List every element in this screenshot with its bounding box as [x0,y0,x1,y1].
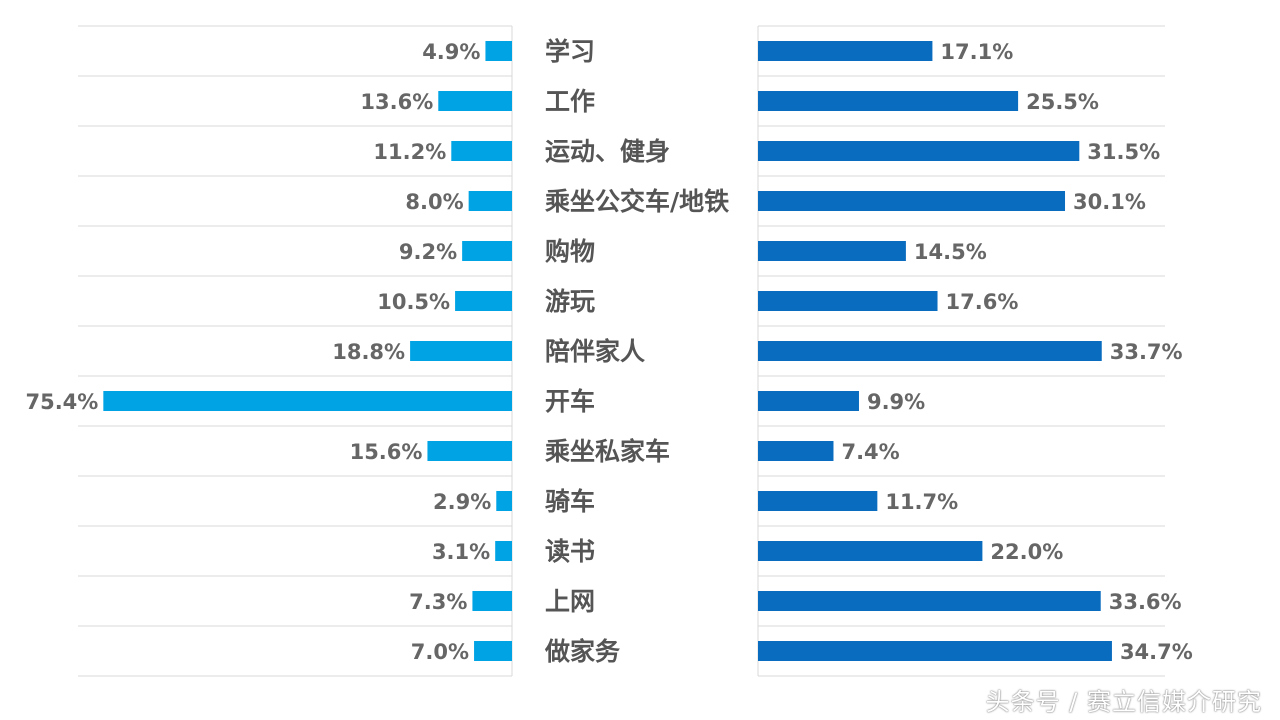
category-label: 乘坐私家车 [545,437,670,466]
data-label-right: 25.5% [1026,90,1099,114]
bar-left [495,541,512,561]
data-label-right: 11.7% [885,490,958,514]
category-label: 工作 [545,87,595,116]
data-label-left: 10.5% [377,290,450,314]
data-label-right: 31.5% [1087,140,1160,164]
category-label: 上网 [545,587,595,616]
data-label-right: 30.1% [1073,190,1146,214]
data-label-left: 13.6% [360,90,433,114]
bar-right [758,641,1112,661]
category-label: 读书 [545,537,595,566]
category-label: 游玩 [545,287,595,316]
data-label-left: 4.9% [422,40,480,64]
data-label-right: 34.7% [1120,640,1193,664]
bar-right [758,91,1019,111]
bar-right [758,191,1066,211]
category-label: 运动、健身 [545,137,670,166]
data-label-right: 9.9% [867,390,925,414]
bar-left [474,641,512,661]
data-label-right: 14.5% [914,240,987,264]
data-label-left: 18.8% [332,340,405,364]
data-label-left: 75.4% [25,390,98,414]
data-label-left: 11.2% [373,140,446,164]
bar-left [472,591,512,611]
bar-left [451,141,512,161]
data-label-right: 33.6% [1109,590,1182,614]
bar-right [758,241,906,261]
bar-right [758,291,938,311]
bar-left [103,391,512,411]
bar-left [427,441,512,461]
category-label: 乘坐公交车/地铁 [545,187,729,216]
bar-left [468,191,512,211]
bar-left [455,291,512,311]
bar-right [758,341,1102,361]
category-label: 骑车 [545,487,595,516]
data-label-right: 7.4% [841,440,899,464]
bar-right [758,591,1101,611]
footer-source: 头条号 / 赛立信媒介研究 [985,688,1262,716]
data-label-right: 33.7% [1110,340,1183,364]
data-label-left: 8.0% [405,190,463,214]
bar-left [496,491,512,511]
bar-right [758,391,859,411]
bar-left [438,91,512,111]
data-label-right: 17.6% [946,290,1019,314]
data-label-left: 15.6% [350,440,423,464]
bar-right [758,141,1080,161]
data-label-left: 7.3% [409,590,467,614]
bar-left [410,341,512,361]
bar-left [462,241,512,261]
category-label: 做家务 [544,637,620,666]
data-label-left: 2.9% [433,490,491,514]
data-label-left: 7.0% [411,640,469,664]
data-label-right: 22.0% [990,540,1063,564]
bar-right [758,491,878,511]
bar-right [758,441,834,461]
category-label: 开车 [545,387,595,416]
data-label-right: 17.1% [940,40,1013,64]
bar-right [758,41,933,61]
category-label: 陪伴家人 [545,337,645,366]
category-label: 购物 [545,237,595,266]
bar-right [758,541,983,561]
data-label-left: 9.2% [399,240,457,264]
data-label-left: 3.1% [432,540,490,564]
bar-left [485,41,512,61]
category-label: 学习 [545,37,595,66]
